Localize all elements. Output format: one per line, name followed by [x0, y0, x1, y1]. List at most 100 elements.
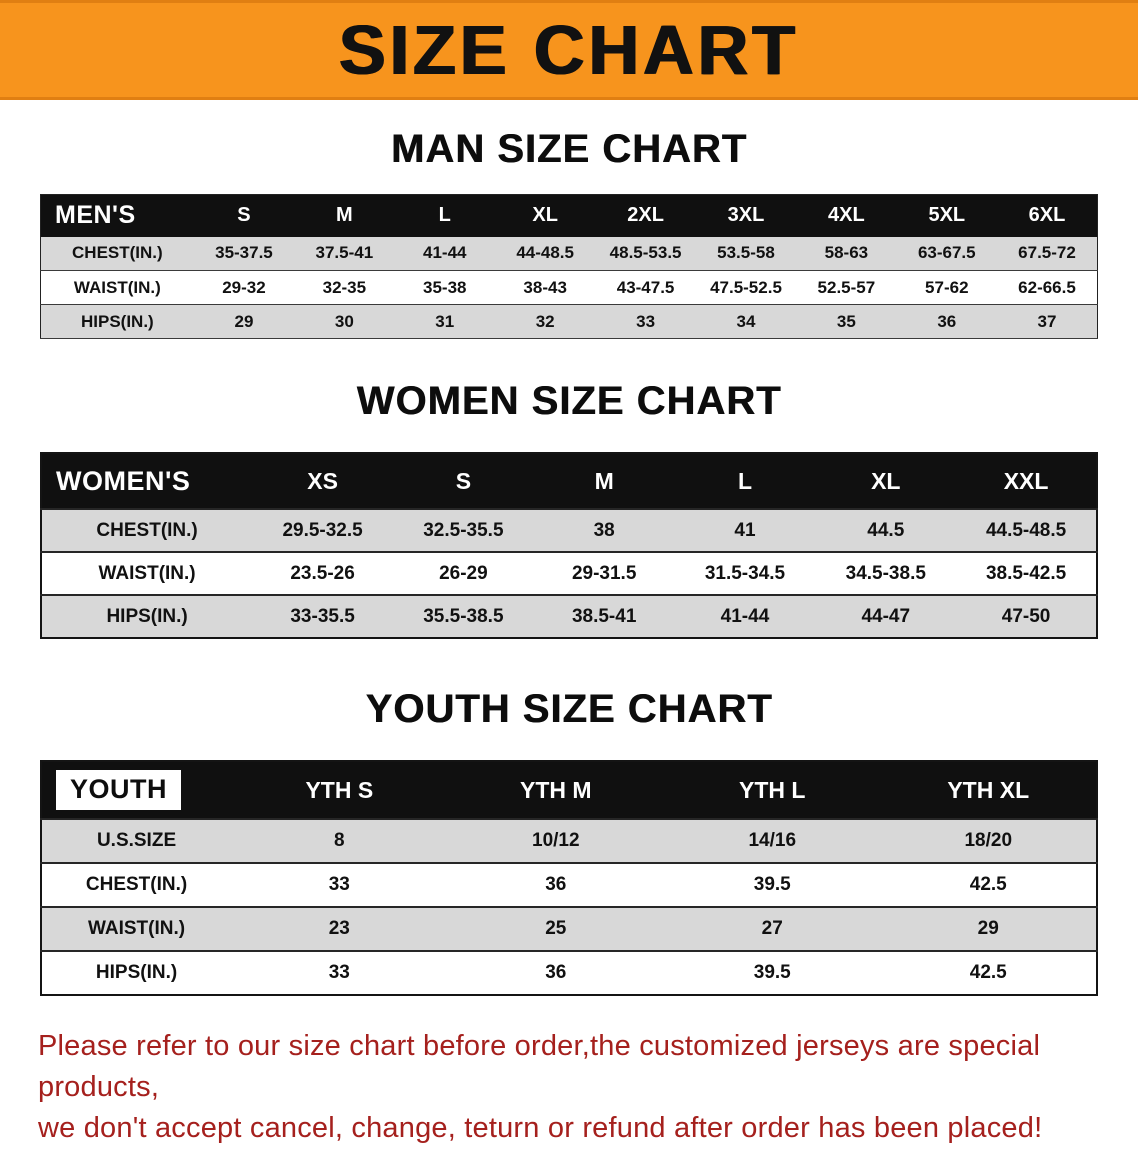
measurement-value-cell: 25: [545, 918, 567, 939]
size-label: M: [594, 467, 614, 494]
disclaimer: Please refer to our size chart before or…: [38, 1026, 1102, 1150]
measurement-value-cell: 31.5-34.5: [704, 562, 786, 584]
measurement-value-cell: 33: [636, 311, 656, 331]
size-label: 5XL: [928, 204, 966, 227]
measurement-row: WAIST(IN.) 23 25 27 29: [41, 907, 1097, 951]
size-label: YTH S: [305, 776, 374, 803]
size-header-row: YOUTH YTH S YTH M YTH L YTH XL: [41, 761, 1097, 819]
table-title-label: YOUTH: [56, 770, 181, 810]
size-label: S: [455, 467, 472, 494]
size-label: 6XL: [1028, 204, 1066, 227]
measurement-value-cell: 35-38: [423, 277, 467, 297]
measurement-label-cell: WAIST(IN.): [73, 277, 161, 297]
size-header-cell: YTH M: [447, 761, 665, 819]
measurement-value-cell: 36: [937, 311, 957, 331]
measurement-value-cell: 29.5-32.5: [282, 519, 363, 541]
measurement-value-cell: 32.5-35.5: [423, 519, 504, 541]
women-size-section: WOMEN SIZE CHART WOMEN'S XS S M L XL XXL CHEST(…: [0, 379, 1138, 639]
measurement-value-cell: 35-37.5: [215, 243, 273, 263]
measurement-row: CHEST(IN.) 29.5-32.5 32.5-35.5 38 41 44.5 44.5…: [41, 509, 1097, 552]
men-size-table: MEN'S S M L XL 2XL 3XL 4XL 5XL 6XL CHEST(IN.) 35-37…: [40, 194, 1098, 339]
size-header-cell: S: [392, 453, 534, 509]
size-header-cell: M: [533, 453, 675, 509]
measurement-value-cell: 29-31.5: [571, 562, 637, 584]
measurement-value-cell: 39.5: [753, 874, 791, 895]
measurement-value-cell: 35: [836, 311, 856, 331]
measurement-label-cell: CHEST(IN.): [85, 874, 188, 895]
measurement-value-cell: 62-66.5: [1018, 277, 1076, 297]
size-header-cell: XL: [815, 453, 957, 509]
size-header-cell: XXL: [956, 453, 1097, 509]
size-header-row: WOMEN'S XS S M L XL XXL: [41, 453, 1097, 509]
measurement-value-cell: 34: [736, 311, 756, 331]
measurement-label-cell: HIPS(IN.): [81, 311, 154, 331]
size-header-cell: YTH XL: [880, 761, 1097, 819]
measurement-value-cell: 44.5-48.5: [985, 519, 1067, 541]
measurement-label-cell: WAIST(IN.): [98, 562, 196, 584]
size-header-row: MEN'S S M L XL 2XL 3XL 4XL 5XL 6XL: [40, 194, 1098, 237]
measurement-label-cell: HIPS(IN.): [106, 605, 188, 627]
measurement-value-cell: 14/16: [748, 830, 797, 851]
measurement-value-cell: 29: [977, 918, 999, 939]
measurement-value-cell: 38: [593, 519, 615, 541]
measurement-value-cell: 53.5-58: [717, 243, 775, 263]
measurement-value-cell: 27: [761, 918, 783, 939]
measurement-value-cell: 41-44: [720, 605, 770, 627]
measurement-value-cell: 38.5-42.5: [985, 562, 1067, 584]
measurement-value-cell: 33: [328, 962, 350, 983]
size-label: XL: [532, 204, 558, 227]
measurement-value-cell: 44-47: [861, 605, 911, 627]
size-header-cell: 3XL: [695, 194, 797, 237]
table-title-cell: YOUTH: [41, 761, 232, 819]
measurement-row: WAIST(IN.) 23.5-26 26-29 29-31.5 31.5-34.5 34…: [41, 552, 1097, 595]
table-title-label: MEN'S: [55, 201, 136, 230]
measurement-value-cell: 41-44: [423, 243, 467, 263]
size-header-cell: L: [394, 194, 495, 237]
measurement-value-cell: 29: [234, 311, 254, 331]
measurement-value-cell: 48.5-53.5: [609, 243, 682, 263]
measurement-row: HIPS(IN.) 33 36 39.5 42.5: [41, 951, 1097, 995]
measurement-value-cell: 8: [334, 830, 345, 851]
size-header-cell: XL: [494, 194, 596, 237]
size-header-cell: YTH S: [231, 761, 448, 819]
measurement-value-cell: 36: [545, 962, 567, 983]
measurement-value-cell: 26-29: [439, 562, 488, 584]
measurement-label-cell: HIPS(IN.): [95, 962, 178, 983]
women-section-heading: WOMEN SIZE CHART: [356, 379, 782, 423]
measurement-value-cell: 32-35: [322, 277, 367, 297]
size-label: S: [237, 204, 251, 227]
size-header-cell: 2XL: [595, 194, 696, 237]
measurement-value-cell: 41: [734, 519, 756, 541]
measurement-value-cell: 43-47.5: [616, 277, 675, 297]
women-size-table: WOMEN'S XS S M L XL XXL CHEST(IN.) 29.5-32.5 32.5…: [40, 452, 1098, 639]
men-size-section: MAN SIZE CHART MEN'S S M L XL 2XL 3XL 4XL 5XL 6XL…: [0, 127, 1138, 339]
size-header-cell: 6XL: [997, 194, 1098, 237]
disclaimer-line-1: Please refer to our size chart before or…: [38, 1030, 1041, 1104]
measurement-label-cell: CHEST(IN.): [96, 519, 198, 541]
measurement-row: HIPS(IN.) 33-35.5 35.5-38.5 38.5-41 41-44 44-…: [41, 595, 1097, 638]
disclaimer-line-2: we don't accept cancel, change, teturn o…: [38, 1112, 1043, 1145]
measurement-value-cell: 30: [334, 311, 354, 331]
size-label: YTH M: [520, 776, 592, 803]
measurement-value-cell: 36: [545, 874, 567, 895]
size-label: XXL: [1003, 467, 1049, 494]
measurement-row: CHEST(IN.) 33 36 39.5 42.5: [41, 863, 1097, 907]
measurement-label-cell: WAIST(IN.): [87, 918, 186, 939]
size-label: 3XL: [727, 204, 765, 227]
page-title: SIZE CHART: [339, 11, 799, 89]
size-header-cell: 5XL: [896, 194, 997, 237]
measurement-value-cell: 63-67.5: [917, 243, 976, 263]
measurement-value-cell: 34.5-38.5: [845, 562, 926, 584]
measurement-value-cell: 44.5: [867, 519, 905, 541]
measurement-row: U.S.SIZE 8 10/12 14/16 18/20: [41, 819, 1097, 863]
table-title-label: WOMEN'S: [56, 465, 191, 496]
measurement-value-cell: 35.5-38.5: [423, 605, 504, 627]
measurement-value-cell: 29-32: [222, 277, 266, 297]
measurement-label-cell: U.S.SIZE: [96, 830, 177, 851]
size-label: L: [438, 204, 451, 227]
size-label: XL: [871, 467, 901, 494]
size-label: 4XL: [828, 204, 865, 227]
measurement-value-cell: 39.5: [753, 962, 791, 983]
measurement-value-cell: 31: [435, 311, 455, 331]
measurement-label-cell: CHEST(IN.): [72, 243, 163, 263]
